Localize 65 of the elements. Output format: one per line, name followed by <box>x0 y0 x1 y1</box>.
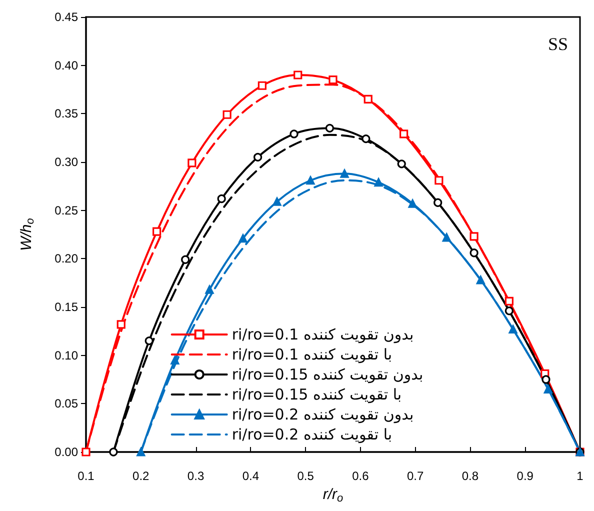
y-tick-label: 0.30 <box>54 155 78 169</box>
y-tick-label: 0.10 <box>54 348 78 362</box>
y-tick-label: 0.05 <box>54 396 78 411</box>
point <box>340 169 349 178</box>
legend-label: ri/ro=0.2 بدون تقویت کننده <box>232 406 414 424</box>
point <box>294 70 302 80</box>
x-tick-label: 0.4 <box>242 469 260 483</box>
point <box>470 232 478 241</box>
legend-label: ri/ro=0.15 بدون تقویت کننده <box>232 366 424 384</box>
x-tick-label: 0.2 <box>132 469 150 483</box>
point <box>222 110 232 119</box>
point <box>397 160 406 168</box>
point <box>400 130 408 138</box>
point <box>144 336 154 346</box>
y-tick-label: 0.15 <box>54 300 78 314</box>
point <box>542 375 550 384</box>
legend-label: ri/ro=0.2 با تقویت کننده <box>232 426 392 444</box>
point <box>217 194 226 204</box>
y-tick-label: 0.40 <box>54 58 78 72</box>
point <box>181 255 190 264</box>
point <box>442 233 451 242</box>
x-tick-label: 1 <box>576 469 584 483</box>
annotation: SS <box>548 34 568 54</box>
point <box>170 356 180 364</box>
y-tick-label: 0.00 <box>54 445 78 459</box>
point <box>476 276 485 284</box>
point <box>470 248 478 258</box>
point <box>504 306 514 316</box>
point <box>306 176 315 185</box>
point <box>205 285 214 294</box>
point <box>290 130 298 138</box>
point <box>254 152 262 162</box>
point <box>258 81 266 90</box>
y-tick-label: 0.45 <box>54 10 78 24</box>
point <box>544 384 552 394</box>
point <box>152 227 162 236</box>
y-tick-label: 0.25 <box>54 203 78 218</box>
y-tick-label: 0.20 <box>54 252 78 266</box>
point <box>364 94 372 104</box>
point <box>109 448 118 456</box>
point <box>362 134 370 144</box>
point <box>434 176 444 185</box>
x-tick-label: 0.1 <box>78 469 95 483</box>
legend-label: ri/ro=0.1 بدون تقویت کننده <box>232 326 414 344</box>
point <box>188 158 196 168</box>
legend-label: ri/ro=0.1 با تقویت کننده <box>232 346 392 364</box>
point <box>434 198 442 207</box>
y-tick-label: 0.35 <box>54 106 78 121</box>
point <box>325 124 334 132</box>
point <box>116 320 126 329</box>
legend-label: ri/ro=0.15 با تقویت کننده <box>232 386 402 404</box>
point <box>504 296 514 306</box>
point <box>238 234 248 243</box>
x-tick-label: 0.5 <box>297 469 314 483</box>
point <box>272 197 282 206</box>
x-tick-label: 0.6 <box>352 469 370 483</box>
point <box>374 178 383 187</box>
y-axis-title: W/ho <box>18 218 36 251</box>
x-tick-label: 0.8 <box>462 469 479 483</box>
x-tick-label: 0.7 <box>406 469 424 483</box>
point <box>508 324 518 334</box>
x-tick-label: 0.9 <box>516 469 534 483</box>
point <box>136 448 146 456</box>
point <box>328 76 338 84</box>
x-tick-label: 0.3 <box>187 469 204 483</box>
